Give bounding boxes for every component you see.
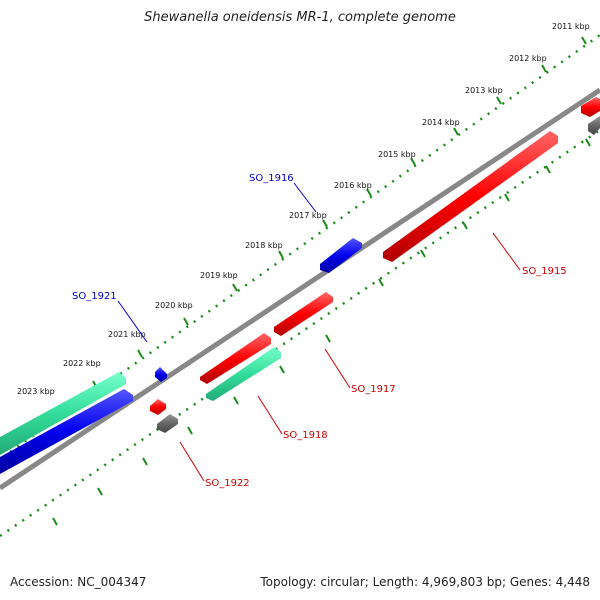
inner-scale-ruler	[0, 128, 600, 538]
gene-gray-edge[interactable]	[588, 116, 600, 135]
gene-red-mid[interactable]	[200, 333, 271, 384]
scale-label-2017: 2017 kbp	[289, 211, 327, 220]
scale-label-2011: 2011 kbp	[552, 22, 590, 31]
scale-label-2021: 2021 kbp	[108, 330, 146, 339]
label-so1915[interactable]: SO_1915	[522, 266, 567, 277]
genome-summary-text: Topology: circular; Length: 4,969,803 bp…	[260, 575, 590, 589]
gene-so1922[interactable]	[157, 414, 178, 433]
gene-so1918[interactable]	[206, 347, 281, 401]
gene-so1916[interactable]	[320, 238, 362, 273]
label-leaders	[117, 182, 521, 482]
inner-major-ticks	[52, 138, 591, 526]
scale-label-2023: 2023 kbp	[17, 387, 55, 396]
label-so1916[interactable]: SO_1916	[249, 173, 294, 184]
gene-green-left[interactable]	[0, 372, 126, 455]
gene-blue-left[interactable]	[0, 389, 133, 474]
genome-backbone	[0, 87, 600, 491]
label-so1922[interactable]: SO_1922	[205, 478, 250, 489]
label-so1918[interactable]: SO_1918	[283, 430, 328, 441]
scale-label-2020: 2020 kbp	[155, 301, 193, 310]
scale-label-2015: 2015 kbp	[378, 150, 416, 159]
label-so1917[interactable]: SO_1917	[351, 384, 396, 395]
outer-scale-ruler	[9, 33, 600, 454]
gene-features	[0, 97, 600, 474]
map-title: Shewanella oneidensis MR-1, complete gen…	[144, 10, 456, 25]
scale-label-2019: 2019 kbp	[200, 271, 238, 280]
gene-red-small[interactable]	[150, 399, 166, 415]
scale-label-2014: 2014 kbp	[422, 118, 460, 127]
accession-text: Accession: NC_004347	[10, 575, 147, 589]
scale-label-2018: 2018 kbp	[245, 241, 283, 250]
scale-label-2012: 2012 kbp	[509, 54, 547, 63]
gene-so1921[interactable]	[155, 367, 167, 382]
scale-label-2016: 2016 kbp	[334, 181, 372, 190]
scale-label-2022: 2022 kbp	[63, 359, 101, 368]
gene-so1915[interactable]	[383, 131, 558, 262]
gene-red-edge[interactable]	[581, 97, 600, 117]
outer-major-ticks	[48, 36, 587, 420]
gene-so1917[interactable]	[274, 292, 333, 336]
label-so1921[interactable]: SO_1921	[72, 291, 117, 302]
scale-label-2013: 2013 kbp	[465, 86, 503, 95]
